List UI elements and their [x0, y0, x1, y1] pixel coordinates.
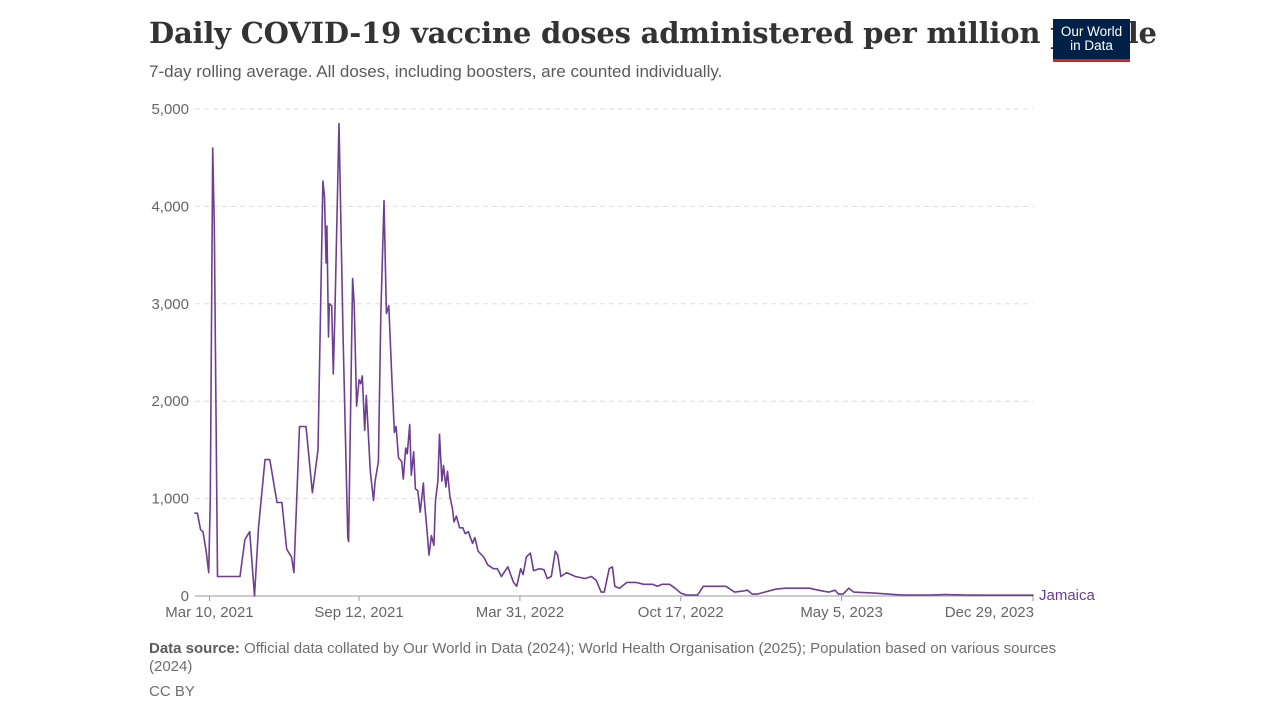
chart-subtitle: 7-day rolling average. All doses, includ…	[149, 62, 723, 81]
owid-logo[interactable]: Our World in Data	[1053, 19, 1130, 62]
y-tick-label: 1,000	[151, 491, 189, 508]
logo-line-1: Our World	[1060, 24, 1123, 39]
series-line-jamaica	[194, 122, 1034, 597]
data-source-text: Official data collated by Our World in D…	[149, 640, 1057, 675]
x-tick-label: Mar 10, 2021	[165, 604, 253, 621]
logo-line-2: in Data	[1070, 38, 1113, 53]
license-text[interactable]: CC BY	[149, 683, 195, 700]
chart-title: Daily COVID-19 vaccine doses administere…	[149, 16, 1157, 50]
x-tick-label: Mar 31, 2022	[476, 604, 564, 621]
data-source-note: Data source: Official data collated by O…	[149, 640, 1089, 676]
series-label-jamaica: Jamaica	[1039, 587, 1096, 604]
x-tick-label: Dec 29, 2023	[945, 604, 1034, 621]
y-tick-label: 3,000	[151, 296, 189, 313]
y-tick-label: 5,000	[151, 101, 189, 118]
y-tick-label: 2,000	[151, 393, 189, 410]
y-tick-label: 4,000	[151, 198, 189, 215]
x-tick-label: Oct 17, 2022	[638, 604, 724, 621]
y-tick-label: 0	[181, 588, 189, 605]
x-tick-label: May 5, 2023	[800, 604, 883, 621]
x-tick-label: Sep 12, 2021	[314, 604, 403, 621]
data-source-label: Data source:	[149, 640, 240, 657]
